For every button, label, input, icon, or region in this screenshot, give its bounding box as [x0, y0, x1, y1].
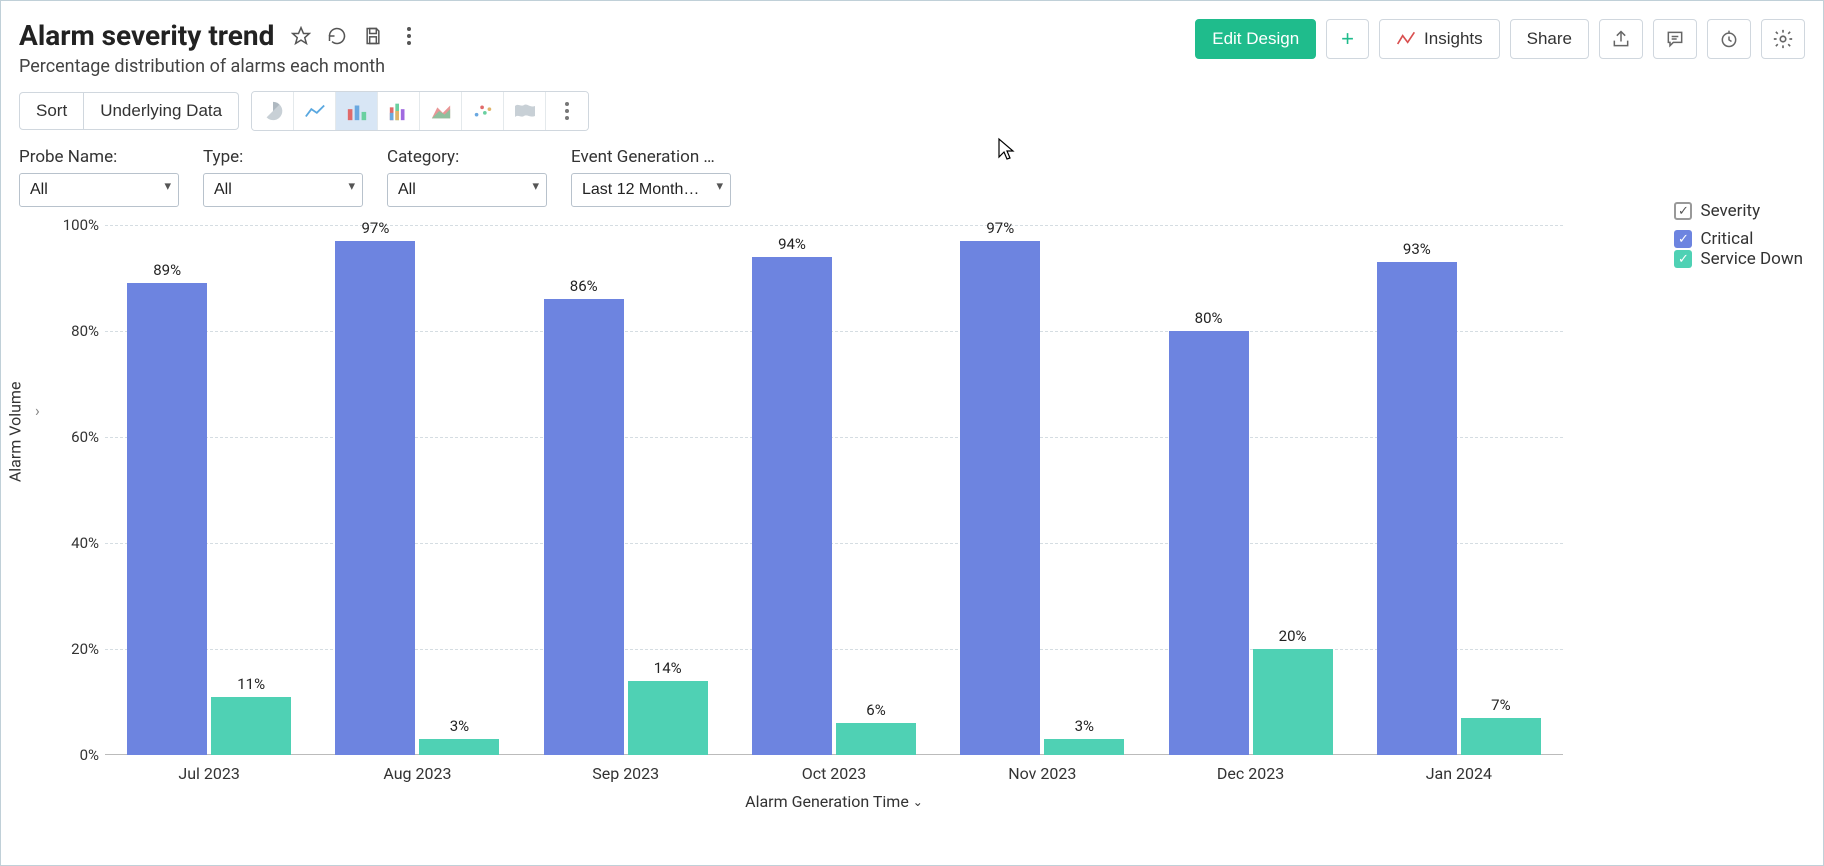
y-tick-label: 80% [53, 322, 99, 340]
bar-value-label: 86% [570, 277, 598, 295]
bar[interactable]: 97% [960, 241, 1040, 755]
x-tick-label: Jan 2024 [1399, 764, 1519, 783]
x-tick-label: Dec 2023 [1191, 764, 1311, 783]
alert-icon[interactable] [1707, 19, 1751, 59]
bar-value-label: 6% [866, 701, 885, 719]
bar[interactable]: 7% [1461, 718, 1541, 755]
chart-type-pie[interactable] [252, 92, 294, 130]
x-tick-label: Aug 2023 [357, 764, 477, 783]
page-title: Alarm severity trend [19, 19, 274, 52]
bar-value-label: 97% [361, 219, 389, 237]
x-axis-title-label: Alarm Generation Time [745, 792, 909, 811]
star-icon[interactable] [290, 25, 312, 47]
bar-value-label: 3% [450, 717, 469, 735]
bar-value-label: 89% [153, 261, 181, 279]
legend-label: Critical [1700, 229, 1753, 249]
bar[interactable]: 20% [1253, 649, 1333, 755]
bar-value-label: 93% [1403, 240, 1431, 258]
bar-group: 80%20% [1169, 225, 1333, 755]
legend-header[interactable]: ✓ Severity [1674, 201, 1803, 221]
bar[interactable]: 80% [1169, 331, 1249, 755]
bar-group: 89%11% [127, 225, 291, 755]
chart-type-more-icon[interactable] [546, 92, 588, 130]
bar-group: 94%6% [752, 225, 916, 755]
bar-value-label: 7% [1491, 696, 1510, 714]
bar[interactable]: 3% [1044, 739, 1124, 755]
bar-value-label: 14% [654, 659, 682, 677]
chevron-right-icon[interactable]: › [35, 401, 40, 420]
bar[interactable]: 6% [836, 723, 916, 755]
insights-icon [1396, 30, 1416, 48]
legend-item[interactable]: ✓ Critical [1674, 229, 1803, 249]
bar[interactable]: 86% [544, 299, 624, 755]
insights-label: Insights [1424, 29, 1483, 49]
page-subtitle: Percentage distribution of alarms each m… [19, 56, 420, 77]
filter-label-category: Category: [387, 147, 547, 167]
bar-group: 97%3% [335, 225, 499, 755]
underlying-data-button[interactable]: Underlying Data [84, 92, 239, 130]
chart-type-stacked[interactable] [378, 92, 420, 130]
bar[interactable]: 89% [127, 283, 207, 755]
bar-value-label: 11% [237, 675, 265, 693]
x-tick-label: Sep 2023 [566, 764, 686, 783]
bar[interactable]: 3% [419, 739, 499, 755]
y-tick-label: 20% [53, 640, 99, 658]
share-button[interactable]: Share [1510, 19, 1589, 59]
add-button[interactable]: + [1326, 19, 1369, 59]
filter-label-probe: Probe Name: [19, 147, 179, 167]
bar-value-label: 97% [986, 219, 1014, 237]
y-tick-label: 40% [53, 534, 99, 552]
checkbox-icon: ✓ [1674, 202, 1692, 220]
legend-swatch: ✓ [1674, 230, 1692, 248]
edit-design-button[interactable]: Edit Design [1195, 19, 1316, 59]
more-icon[interactable] [398, 25, 420, 47]
y-tick-label: 60% [53, 428, 99, 446]
bar-group: 97%3% [960, 225, 1124, 755]
sort-button[interactable]: Sort [19, 92, 84, 130]
bar[interactable]: 14% [628, 681, 708, 755]
x-tick-label: Oct 2023 [774, 764, 894, 783]
bar-group: 86%14% [544, 225, 708, 755]
chart-type-line[interactable] [294, 92, 336, 130]
legend-item[interactable]: ✓ Service Down [1674, 249, 1803, 269]
bar-value-label: 3% [1075, 717, 1094, 735]
y-axis-title: Alarm Volume [6, 382, 25, 483]
bar[interactable]: 11% [211, 697, 291, 755]
bar[interactable]: 97% [335, 241, 415, 755]
bar[interactable]: 93% [1377, 262, 1457, 755]
x-axis-title[interactable]: Alarm Generation Time ⌄ [745, 792, 923, 811]
x-tick-label: Jul 2023 [149, 764, 269, 783]
insights-button[interactable]: Insights [1379, 19, 1500, 59]
legend-label: Service Down [1700, 249, 1803, 269]
filter-label-event-gen: Event Generation … [571, 147, 731, 167]
chart-type-area[interactable] [420, 92, 462, 130]
filter-label-type: Type: [203, 147, 363, 167]
chevron-down-icon: ⌄ [913, 795, 923, 809]
y-tick-label: 0% [53, 746, 99, 764]
settings-icon[interactable] [1761, 19, 1805, 59]
legend-header-label: Severity [1700, 201, 1760, 221]
x-tick-label: Nov 2023 [982, 764, 1102, 783]
chart-type-map[interactable] [504, 92, 546, 130]
comment-icon[interactable] [1653, 19, 1697, 59]
y-tick-label: 100% [53, 216, 99, 234]
save-icon[interactable] [362, 25, 384, 47]
bar[interactable]: 94% [752, 257, 832, 755]
chart-type-scatter[interactable] [462, 92, 504, 130]
legend-swatch: ✓ [1674, 250, 1692, 268]
refresh-icon[interactable] [326, 25, 348, 47]
bar-group: 93%7% [1377, 225, 1541, 755]
export-icon[interactable] [1599, 19, 1643, 59]
chart-type-bar[interactable] [336, 92, 378, 130]
bar-value-label: 80% [1195, 309, 1223, 327]
bar-value-label: 94% [778, 235, 806, 253]
bar-value-label: 20% [1279, 627, 1307, 645]
